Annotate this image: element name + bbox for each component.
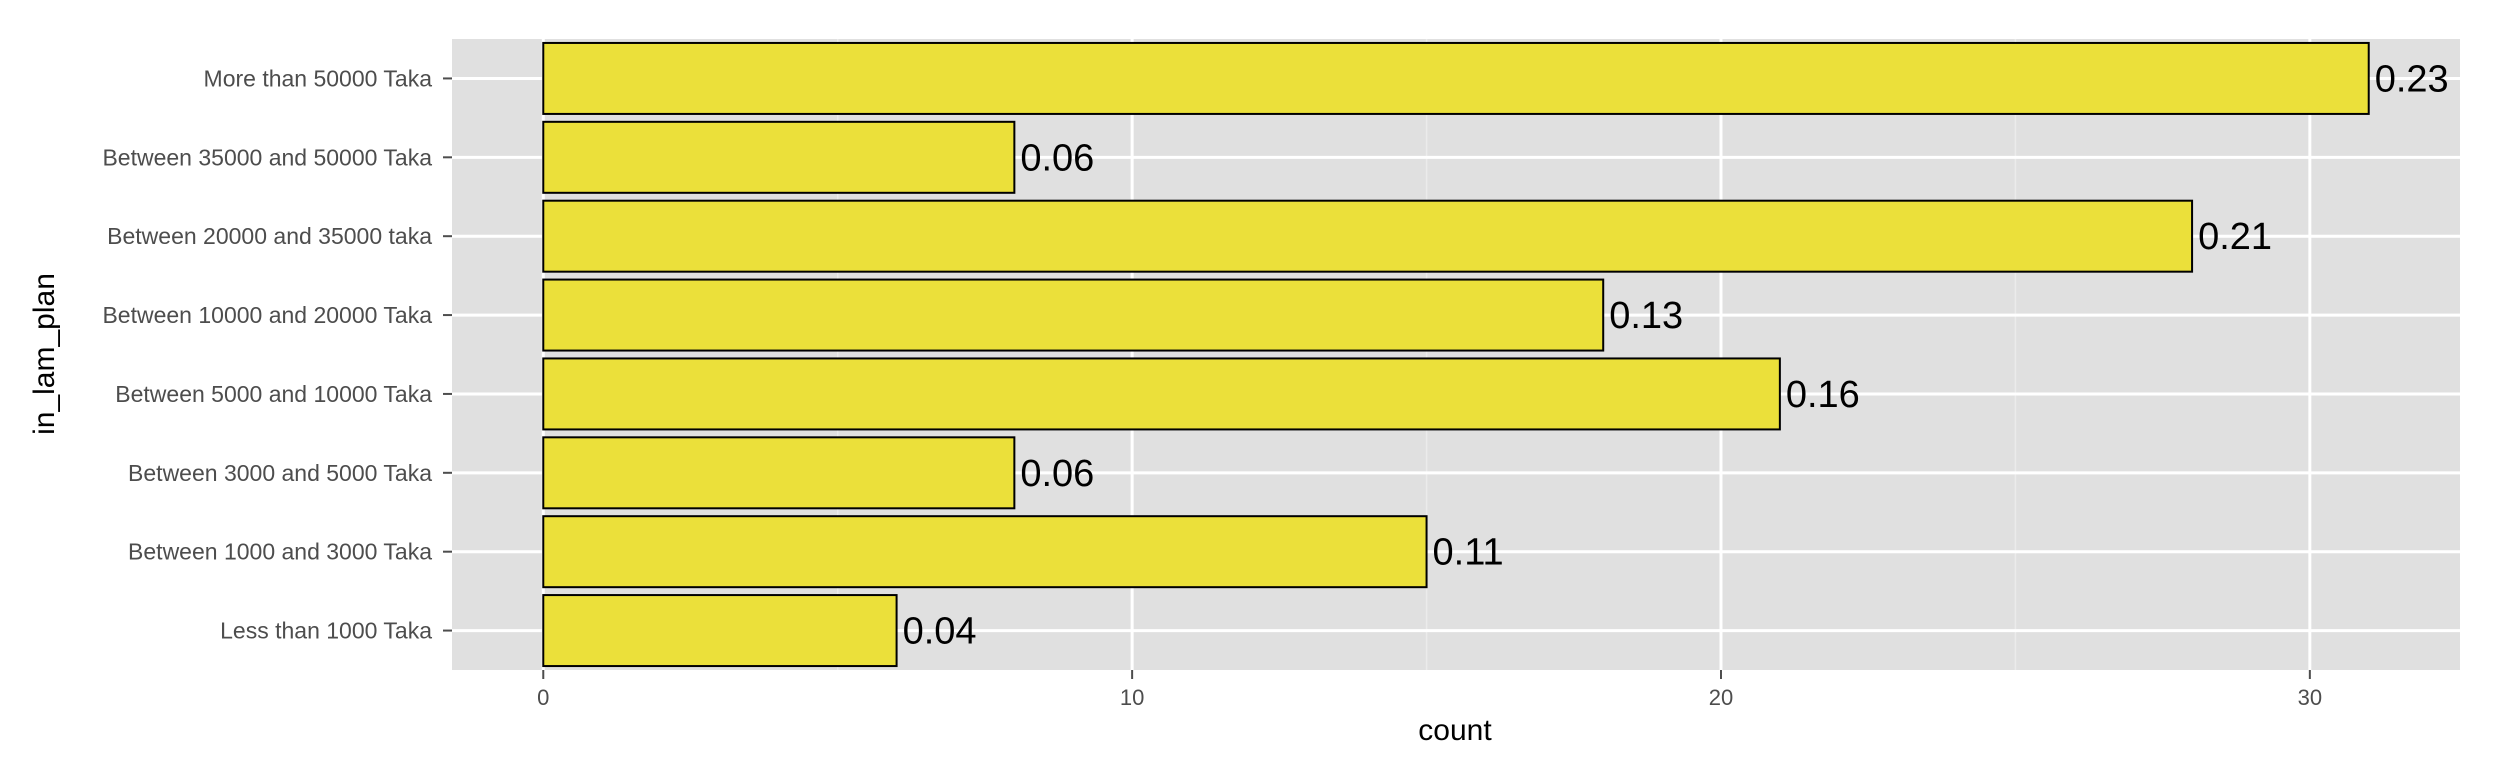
bar-value-label: 0.23 [2375,58,2449,100]
bar [542,278,1605,352]
y-axis-title: in_lam_plan [28,273,61,435]
bar [542,357,1781,431]
bar [542,515,1428,589]
data-labels: 0.23 0.06 0.21 0.13 0.16 0.06 0.11 0.04 [903,58,2449,652]
y-tick-label: More than 50000 Taka [204,65,433,91]
x-axis: 0 10 20 30 [537,670,2322,710]
bar-value-label: 0.06 [1020,453,1094,495]
bar [542,199,2194,273]
y-axis: More than 50000 Taka Between 35000 and 50… [102,65,452,644]
bar [542,41,2370,115]
x-tick-label: 30 [2298,685,2322,710]
x-tick-label: 10 [1120,685,1144,710]
y-tick-label: Between 20000 and 35000 taka [107,223,432,249]
bar-value-label: 0.06 [1020,137,1094,179]
y-tick-label: Between 10000 and 20000 Taka [102,302,432,328]
x-tick-label: 0 [537,685,549,710]
bar [542,120,1016,194]
x-tick-label: 20 [1709,685,1733,710]
bars [542,41,2370,668]
bar-value-label: 0.04 [903,611,977,653]
y-tick-label: Between 35000 and 50000 Taka [102,144,432,170]
y-tick-label: Less than 1000 Taka [220,618,432,644]
bar [542,436,1016,510]
y-tick-label: Between 3000 and 5000 Taka [128,460,432,486]
bar-value-label: 0.16 [1786,374,1860,416]
x-axis-title: count [1418,714,1492,747]
bar-value-label: 0.11 [1433,532,1504,574]
bar-value-label: 0.13 [1609,295,1683,337]
y-tick-label: Between 5000 and 10000 Taka [115,381,432,407]
bar-value-label: 0.21 [2198,216,2272,258]
y-tick-label: Between 1000 and 3000 Taka [128,539,432,565]
bar [542,594,898,668]
